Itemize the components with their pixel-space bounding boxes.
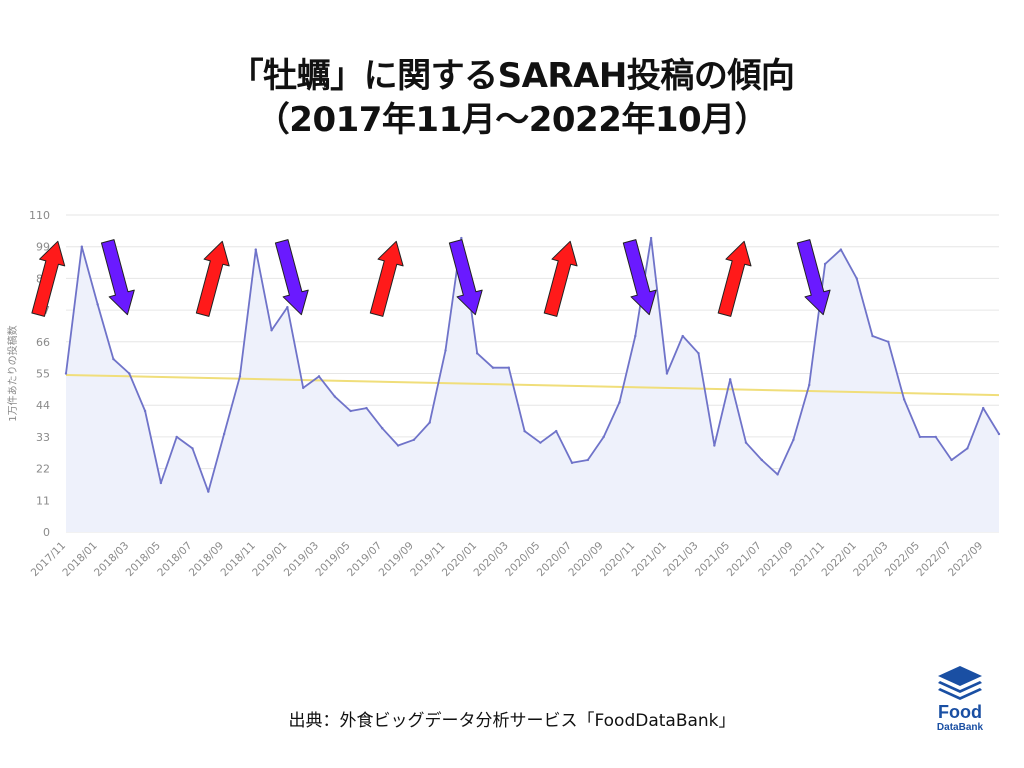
data-point	[539, 441, 542, 444]
fooddatabank-logo: Food DataBank	[916, 664, 1004, 736]
logo-text-databank: DataBank	[936, 722, 984, 733]
chart-subtitle: （2017年11月〜2022年10月）	[255, 100, 769, 140]
data-point	[270, 329, 273, 332]
down-trend-arrow	[448, 239, 483, 316]
data-point	[523, 429, 526, 433]
data-point	[950, 458, 953, 462]
down-trend-arrow	[796, 239, 831, 316]
data-point	[143, 409, 147, 413]
chart-title: 「牡蠣」に関するSARAH投稿の傾向	[229, 56, 795, 96]
data-point	[333, 395, 337, 398]
data-point	[444, 349, 447, 352]
data-point	[475, 352, 479, 355]
data-point	[96, 303, 99, 306]
data-point	[760, 458, 763, 462]
data-point	[159, 481, 163, 485]
y-tick-label: 44	[36, 399, 50, 412]
up-trend-arrow	[717, 240, 752, 317]
data-point	[634, 334, 637, 338]
y-tick-label: 11	[36, 494, 50, 507]
data-point	[570, 461, 574, 465]
up-trend-arrow	[195, 240, 230, 317]
data-point	[586, 458, 590, 462]
data-point	[286, 306, 289, 309]
data-point	[396, 444, 400, 447]
data-point	[713, 444, 716, 447]
data-point	[681, 334, 684, 338]
data-point	[776, 473, 779, 476]
series-line	[65, 237, 1000, 493]
logo-text-food: Food	[938, 702, 982, 722]
data-point	[238, 375, 242, 378]
data-point	[902, 398, 906, 401]
data-point	[381, 427, 384, 430]
y-tick-label: 66	[36, 336, 50, 349]
data-point	[918, 435, 922, 439]
data-point	[855, 277, 858, 280]
y-tick-label: 110	[29, 209, 50, 222]
data-point	[697, 352, 700, 355]
down-trend-arrow	[622, 239, 657, 316]
data-point	[792, 438, 795, 441]
data-point	[618, 401, 621, 404]
data-point	[887, 340, 890, 343]
data-point	[934, 435, 937, 439]
up-trend-arrow	[543, 240, 578, 317]
data-point	[744, 441, 748, 444]
trend-line	[65, 373, 1000, 397]
down-trend-arrow	[100, 239, 135, 316]
data-point	[317, 375, 321, 378]
y-axis-label: 1万件あたりの投稿数	[6, 325, 19, 421]
data-point	[349, 409, 352, 413]
data-point	[128, 372, 131, 375]
data-point	[112, 357, 115, 361]
data-point	[649, 236, 653, 240]
data-point	[507, 366, 510, 369]
data-point	[555, 429, 558, 433]
data-point	[460, 236, 463, 240]
data-point	[871, 334, 874, 338]
y-tick-label: 22	[36, 463, 50, 476]
y-tick-label: 55	[36, 368, 50, 381]
data-point	[665, 372, 669, 375]
up-trend-arrow	[31, 240, 66, 317]
stacked-layers-icon	[938, 666, 982, 700]
data-point	[302, 386, 305, 390]
data-point	[997, 432, 1001, 436]
data-point	[728, 378, 732, 381]
up-trend-arrow	[369, 240, 404, 317]
data-point	[602, 435, 605, 439]
data-point	[207, 490, 210, 493]
data-point	[222, 432, 226, 436]
y-tick-label: 33	[36, 431, 50, 444]
data-point	[966, 447, 969, 450]
posts-trend-chart: 01122334455667788991101万件あたりの投稿数2017/112…	[6, 209, 1001, 579]
x-tick-label: 2022/09	[946, 540, 985, 579]
series-area-fill	[66, 238, 999, 532]
down-trend-arrow	[274, 239, 309, 316]
data-point	[64, 372, 68, 375]
data-point	[191, 447, 194, 450]
data-point	[365, 406, 368, 410]
data-point	[175, 435, 178, 439]
data-point	[823, 262, 827, 266]
data-point	[839, 248, 843, 251]
data-point	[428, 421, 431, 424]
data-point	[491, 366, 495, 369]
data-point	[808, 383, 811, 387]
data-point	[412, 438, 416, 441]
y-tick-label: 0	[43, 526, 50, 539]
data-point	[254, 248, 257, 251]
data-point	[80, 245, 84, 248]
source-caption: 出典：外食ビッグデータ分析サービス「FoodDataBank」	[288, 711, 736, 731]
data-point	[981, 406, 985, 410]
y-tick-label: 99	[36, 241, 50, 254]
